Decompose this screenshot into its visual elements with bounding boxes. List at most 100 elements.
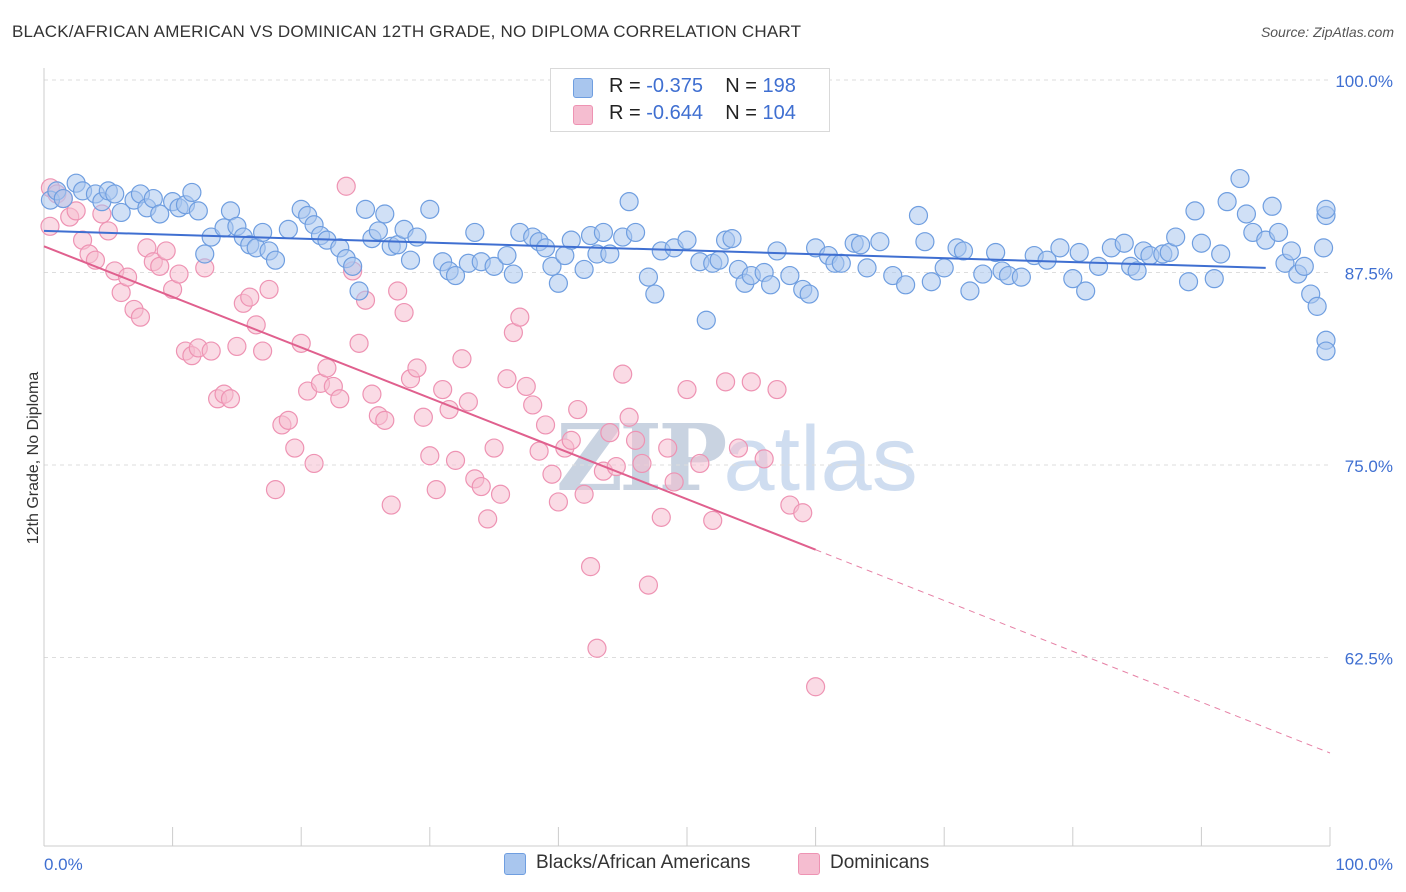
y-tick-label: 75.0% [1345, 457, 1393, 476]
dominicans-point [253, 341, 273, 361]
dominicans-point [632, 453, 652, 474]
dominicans-point [201, 341, 221, 361]
legend-swatch-blacks [573, 78, 593, 98]
blacks-point [265, 250, 286, 270]
dominicans-point [490, 484, 511, 504]
n-value-dominicans: 104 [762, 102, 796, 124]
dominicans-point [394, 302, 414, 323]
dominicans-point [413, 407, 433, 427]
dominicans-point [156, 241, 176, 261]
blacks-point [870, 232, 890, 252]
legend-bottom-label-blacks: Blacks/African Americans [536, 852, 751, 873]
blacks-point [188, 201, 208, 221]
dominicans-point [478, 509, 498, 529]
blacks-point [1281, 241, 1302, 261]
blacks-point [1217, 192, 1237, 212]
blacks-point [1204, 269, 1224, 289]
blacks-point [1316, 341, 1336, 361]
blacks-point [445, 265, 466, 286]
dominicans-point [805, 677, 826, 697]
trend-lines [43, 229, 1331, 754]
correlation-legend: R = -0.375 N = 198 R = -0.644 N = 104 [550, 68, 830, 132]
blacks-point [619, 192, 639, 212]
blacks-point [600, 244, 620, 264]
blacks-point [105, 184, 125, 204]
blacks-point [1230, 168, 1250, 189]
legend-swatch-dominicans [573, 105, 593, 125]
dominicans-point [535, 415, 556, 435]
blacks-point [343, 256, 363, 276]
dominicans-point [66, 201, 86, 221]
dominicans-point [561, 430, 581, 450]
blacks-point [799, 284, 819, 304]
dominicans-point [278, 410, 298, 430]
dominicans-point [651, 507, 671, 527]
blacks-point [1069, 242, 1089, 263]
blacks-point [1211, 244, 1231, 264]
blacks-point [503, 264, 523, 284]
dominicans-point [510, 307, 530, 327]
blacks-point [574, 259, 594, 280]
blacks-point [1316, 199, 1336, 219]
blacks-point [677, 230, 697, 250]
dominicans-point [246, 315, 266, 335]
dominicans-point [362, 384, 382, 404]
r-value-blacks: -0.375 [646, 75, 703, 97]
dominicans-point [767, 379, 787, 400]
dominicans-trend-extension [815, 549, 1331, 754]
x-tick-label-end: 100.0% [1335, 855, 1393, 874]
blacks-point [1166, 227, 1186, 247]
n-label: N = [725, 75, 757, 97]
dominicans-point [426, 480, 446, 500]
dominicans-point [452, 349, 472, 369]
blacks-point [542, 256, 562, 276]
y-tick-label: 87.5% [1345, 265, 1393, 284]
blacks-point [1076, 281, 1096, 301]
dominicans-point [606, 456, 626, 477]
blacks-point [182, 182, 202, 203]
blacks-point [960, 281, 980, 301]
x-tick-label-start: 0.0% [44, 855, 83, 874]
blacks-point [1011, 267, 1031, 287]
blacks-point [150, 204, 170, 224]
blacks-point [1178, 272, 1199, 292]
dominicans-points [40, 176, 826, 697]
dominicans-point [336, 176, 356, 196]
dominicans-point [600, 423, 620, 443]
blacks-point [696, 310, 716, 330]
dominicans-point [471, 476, 491, 497]
blacks-point [355, 199, 376, 219]
blacks-point [934, 258, 954, 278]
blacks-point [53, 188, 73, 209]
blacks-point [484, 256, 504, 276]
dominicans-point [638, 575, 659, 595]
dominicans-point [349, 333, 369, 353]
blacks-point [253, 222, 273, 243]
blacks-point [780, 265, 800, 286]
blacks-point [831, 253, 851, 273]
blacks-point [497, 245, 517, 266]
blacks-point [1294, 256, 1314, 276]
blacks-point [111, 202, 131, 223]
blacks-point [722, 229, 742, 249]
blacks-point [1050, 238, 1070, 258]
dominicans-point [433, 379, 453, 400]
blacks-point [973, 264, 993, 284]
dominicans-point [388, 281, 408, 301]
dominicans-point [754, 449, 774, 469]
gridlines [44, 79, 1330, 658]
dominicans-point [98, 221, 118, 241]
dominicans-point [220, 389, 241, 409]
y-tick-label: 62.5% [1345, 650, 1393, 669]
dominicans-point [240, 287, 260, 307]
blacks-point [1063, 269, 1083, 289]
blacks-point [400, 250, 421, 270]
dominicans-point [458, 392, 478, 412]
blacks-point [767, 241, 787, 261]
dominicans-point [265, 480, 286, 500]
blacks-point [625, 222, 646, 243]
blacks-point [278, 219, 298, 239]
blacks-point [375, 204, 395, 224]
blacks-point [195, 244, 215, 264]
